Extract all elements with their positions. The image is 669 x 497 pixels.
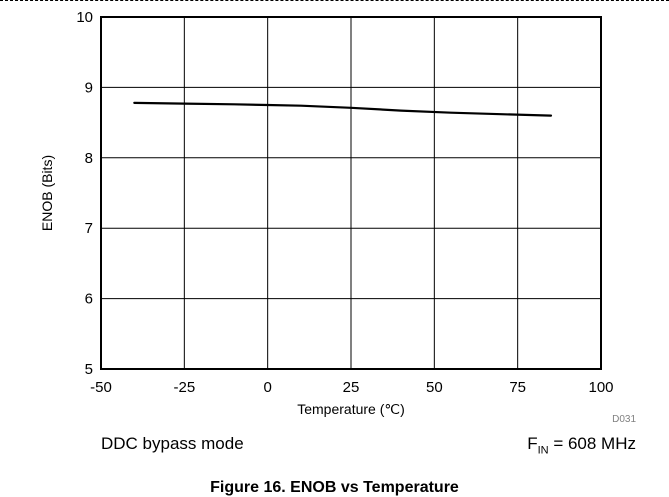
y-axis-title: ENOB (Bits)	[39, 155, 55, 231]
x-tick-label: 0	[263, 379, 271, 396]
y-tick-label: 10	[76, 9, 93, 26]
x-tick-label: 75	[509, 379, 526, 396]
enob-series-line	[133, 101, 553, 117]
y-tick-label: 5	[85, 361, 93, 378]
x-tick-label: -50	[90, 379, 112, 396]
fin-symbol: F	[527, 434, 538, 453]
grid-layer	[101, 17, 601, 369]
y-tick-label: 8	[85, 150, 93, 167]
y-tick-label: 9	[85, 79, 93, 96]
tick-labels: -50 -25 0 25 50 75 100 5 6 7 8 9 10	[76, 9, 613, 396]
input-frequency-note: FIN = 608 MHz	[527, 434, 636, 456]
series-layer	[133, 101, 553, 117]
plot-frame	[100, 16, 602, 370]
x-tick-label: 50	[426, 379, 443, 396]
ddc-mode-note: DDC bypass mode	[101, 434, 244, 453]
enob-vs-temperature-chart: -50 -25 0 25 50 75 100 5 6 7 8 9 10 ENOB (Bits) Temp…	[39, 9, 636, 425]
fin-subscript: IN	[537, 444, 549, 457]
fin-value: = 608 MHz	[548, 434, 636, 453]
chart-code: D031	[612, 414, 636, 425]
y-tick-label: 6	[85, 291, 93, 308]
x-axis-title: Temperature (℃)	[297, 401, 405, 417]
y-tick-label: 7	[85, 220, 93, 237]
x-tick-label: 100	[588, 379, 613, 396]
figure-caption: Figure 16. ENOB vs Temperature	[210, 479, 459, 496]
top-rule	[0, 0, 669, 1]
x-tick-label: -25	[173, 379, 195, 396]
x-tick-label: 25	[343, 379, 360, 396]
